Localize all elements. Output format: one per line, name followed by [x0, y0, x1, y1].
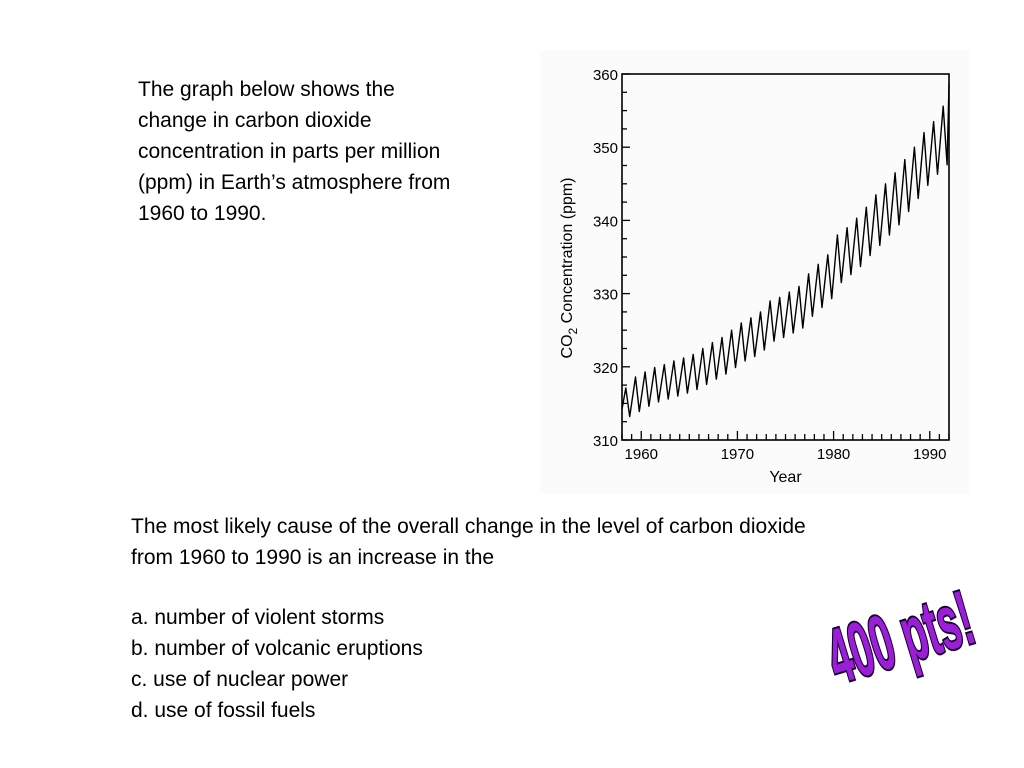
answer-c: c. use of nuclear power — [131, 668, 349, 691]
y-tick-label: 320 — [593, 360, 618, 377]
question-line-1: The most likely cause of the overall cha… — [131, 515, 806, 538]
y-axis-label-rest: Concentration (ppm) — [559, 178, 576, 328]
co2-series-line — [621, 83, 950, 418]
points-badge: 400 pts! — [790, 548, 1020, 723]
y-axis-label: CO2 Concentration (ppm) — [559, 178, 580, 359]
x-tick-label: 1970 — [721, 446, 754, 463]
y-axis-label-subscript: 2 — [566, 327, 580, 334]
answer-a: a. number of violent storms — [131, 606, 385, 629]
svg-text:CO2 Concentration (ppm): CO2 Concentration (ppm) — [559, 178, 580, 359]
points-badge-graphic: 400 pts! — [815, 572, 984, 701]
co2-chart: CO2 Concentration (ppm) 310 320 330 340 350 3… — [540, 50, 970, 494]
question-line-2: from 1960 to 1990 is an increase in the — [131, 546, 495, 569]
y-tick-label: 350 — [593, 140, 618, 157]
chart-canvas: CO2 Concentration (ppm) 310 320 330 340 350 3… — [559, 67, 950, 486]
points-label: 400 pts! — [817, 573, 983, 699]
answer-d: d. use of fossil fuels — [131, 699, 316, 722]
y-tick-label: 330 — [593, 287, 618, 304]
answer-list: a. number of violent storms b. number of… — [131, 602, 731, 726]
y-tick-label: 310 — [593, 433, 618, 450]
question-text: The most likely cause of the overall cha… — [131, 511, 991, 573]
plot-frame — [621, 73, 950, 441]
x-tick-label: 1960 — [625, 446, 658, 463]
y-axis-label-co: CO — [559, 334, 576, 358]
answer-b: b. number of volcanic eruptions — [131, 637, 423, 660]
intro-text: The graph below shows the change in carb… — [138, 78, 451, 225]
x-tick-label: 1990 — [913, 446, 946, 463]
x-tick-label: 1980 — [817, 446, 850, 463]
y-tick-label: 360 — [593, 67, 618, 84]
y-tick-label: 340 — [593, 213, 618, 230]
x-axis-label: Year — [769, 469, 802, 486]
